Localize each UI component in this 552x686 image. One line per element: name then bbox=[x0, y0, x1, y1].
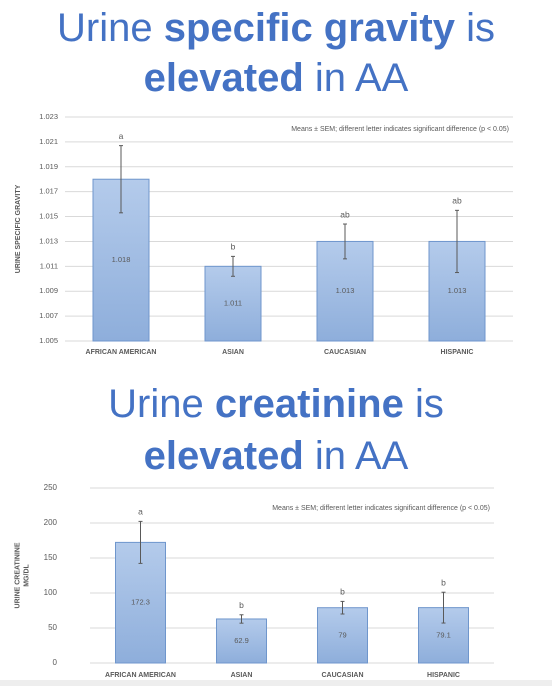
significance-letter: b bbox=[340, 587, 345, 597]
value-label: 1.018 bbox=[112, 255, 131, 264]
y-tick-label: 1.019 bbox=[39, 162, 58, 171]
significance-letter: ab bbox=[340, 209, 350, 219]
y-tick-label: 100 bbox=[44, 588, 58, 597]
chart-title: Urine creatinine is bbox=[108, 382, 444, 426]
y-axis-label: MG/DL bbox=[23, 564, 30, 587]
x-tick-label: HISPANIC bbox=[441, 349, 474, 356]
chart-title: elevated in AA bbox=[144, 434, 409, 478]
y-tick-label: 1.017 bbox=[39, 187, 58, 196]
bottom-strip bbox=[0, 680, 552, 686]
y-axis-label: URINE CREATININE bbox=[14, 542, 21, 608]
value-label: 1.013 bbox=[448, 286, 467, 295]
y-axis-label: URINE SPECIFIC GRAVITY bbox=[15, 184, 22, 273]
title-part: is bbox=[415, 382, 444, 426]
error-bar bbox=[119, 145, 123, 214]
error-bar bbox=[340, 600, 345, 615]
title-part: creatinine bbox=[215, 382, 404, 426]
title-part: Urine bbox=[108, 382, 204, 426]
chart-title: Urine specific gravity is bbox=[57, 6, 495, 50]
error-bar bbox=[231, 255, 235, 277]
note: Means ± SEM; different letter indicates … bbox=[272, 505, 490, 512]
significance-letter: ab bbox=[452, 196, 462, 206]
title-part: elevated bbox=[144, 56, 304, 100]
error-bar bbox=[138, 520, 143, 564]
x-tick-label: AFRICAN AMERICAN bbox=[86, 349, 157, 356]
value-label: 79.1 bbox=[436, 630, 451, 639]
bar bbox=[216, 618, 267, 664]
significance-letter: b bbox=[441, 577, 446, 587]
title-part: is bbox=[466, 6, 495, 50]
y-tick-label: 250 bbox=[44, 483, 58, 492]
error-bar bbox=[441, 591, 446, 624]
y-tick-label: 1.023 bbox=[39, 112, 58, 121]
title-part: Urine bbox=[57, 6, 153, 50]
bar bbox=[316, 240, 374, 342]
value-label: 62.9 bbox=[234, 636, 249, 645]
x-tick-label: CAUCASIAN bbox=[324, 349, 366, 356]
error-bar bbox=[343, 223, 347, 260]
significance-letter: b bbox=[231, 242, 236, 252]
y-tick-label: 0 bbox=[53, 658, 58, 667]
bar bbox=[204, 265, 262, 342]
value-label: 1.013 bbox=[336, 286, 355, 295]
y-tick-label: 1.021 bbox=[39, 137, 58, 146]
title-part: in AA bbox=[315, 56, 409, 100]
y-tick-label: 1.009 bbox=[39, 286, 58, 295]
value-label: 172.3 bbox=[131, 598, 150, 607]
x-tick-label: HISPANIC bbox=[427, 672, 460, 679]
y-tick-label: 1.015 bbox=[39, 212, 58, 221]
significance-letter: b bbox=[239, 600, 244, 610]
y-tick-label: 50 bbox=[48, 623, 57, 632]
x-tick-label: CAUCASIAN bbox=[322, 672, 364, 679]
y-tick-label: 150 bbox=[44, 553, 58, 562]
y-tick-label: 1.013 bbox=[39, 236, 58, 245]
x-tick-label: ASIAN bbox=[222, 349, 244, 356]
note: Means ± SEM; different letter indicates … bbox=[291, 126, 509, 133]
title-part: elevated bbox=[144, 434, 304, 478]
x-tick-label: ASIAN bbox=[231, 672, 253, 679]
y-tick-label: 1.005 bbox=[39, 336, 58, 345]
y-tick-label: 1.007 bbox=[39, 311, 58, 320]
value-label: 79 bbox=[338, 630, 346, 639]
chart-title: elevated in AA bbox=[144, 56, 409, 100]
significance-letter: a bbox=[138, 507, 143, 517]
title-part: specific gravity bbox=[164, 6, 456, 50]
y-tick-label: 200 bbox=[44, 518, 58, 527]
y-tick-label: 1.011 bbox=[40, 261, 58, 270]
bar bbox=[317, 607, 368, 664]
error-bar bbox=[455, 209, 459, 274]
x-tick-label: AFRICAN AMERICAN bbox=[105, 672, 176, 679]
significance-letter: a bbox=[119, 131, 124, 141]
title-part: in AA bbox=[315, 434, 409, 478]
value-label: 1.011 bbox=[224, 299, 242, 308]
error-bar bbox=[239, 614, 244, 624]
